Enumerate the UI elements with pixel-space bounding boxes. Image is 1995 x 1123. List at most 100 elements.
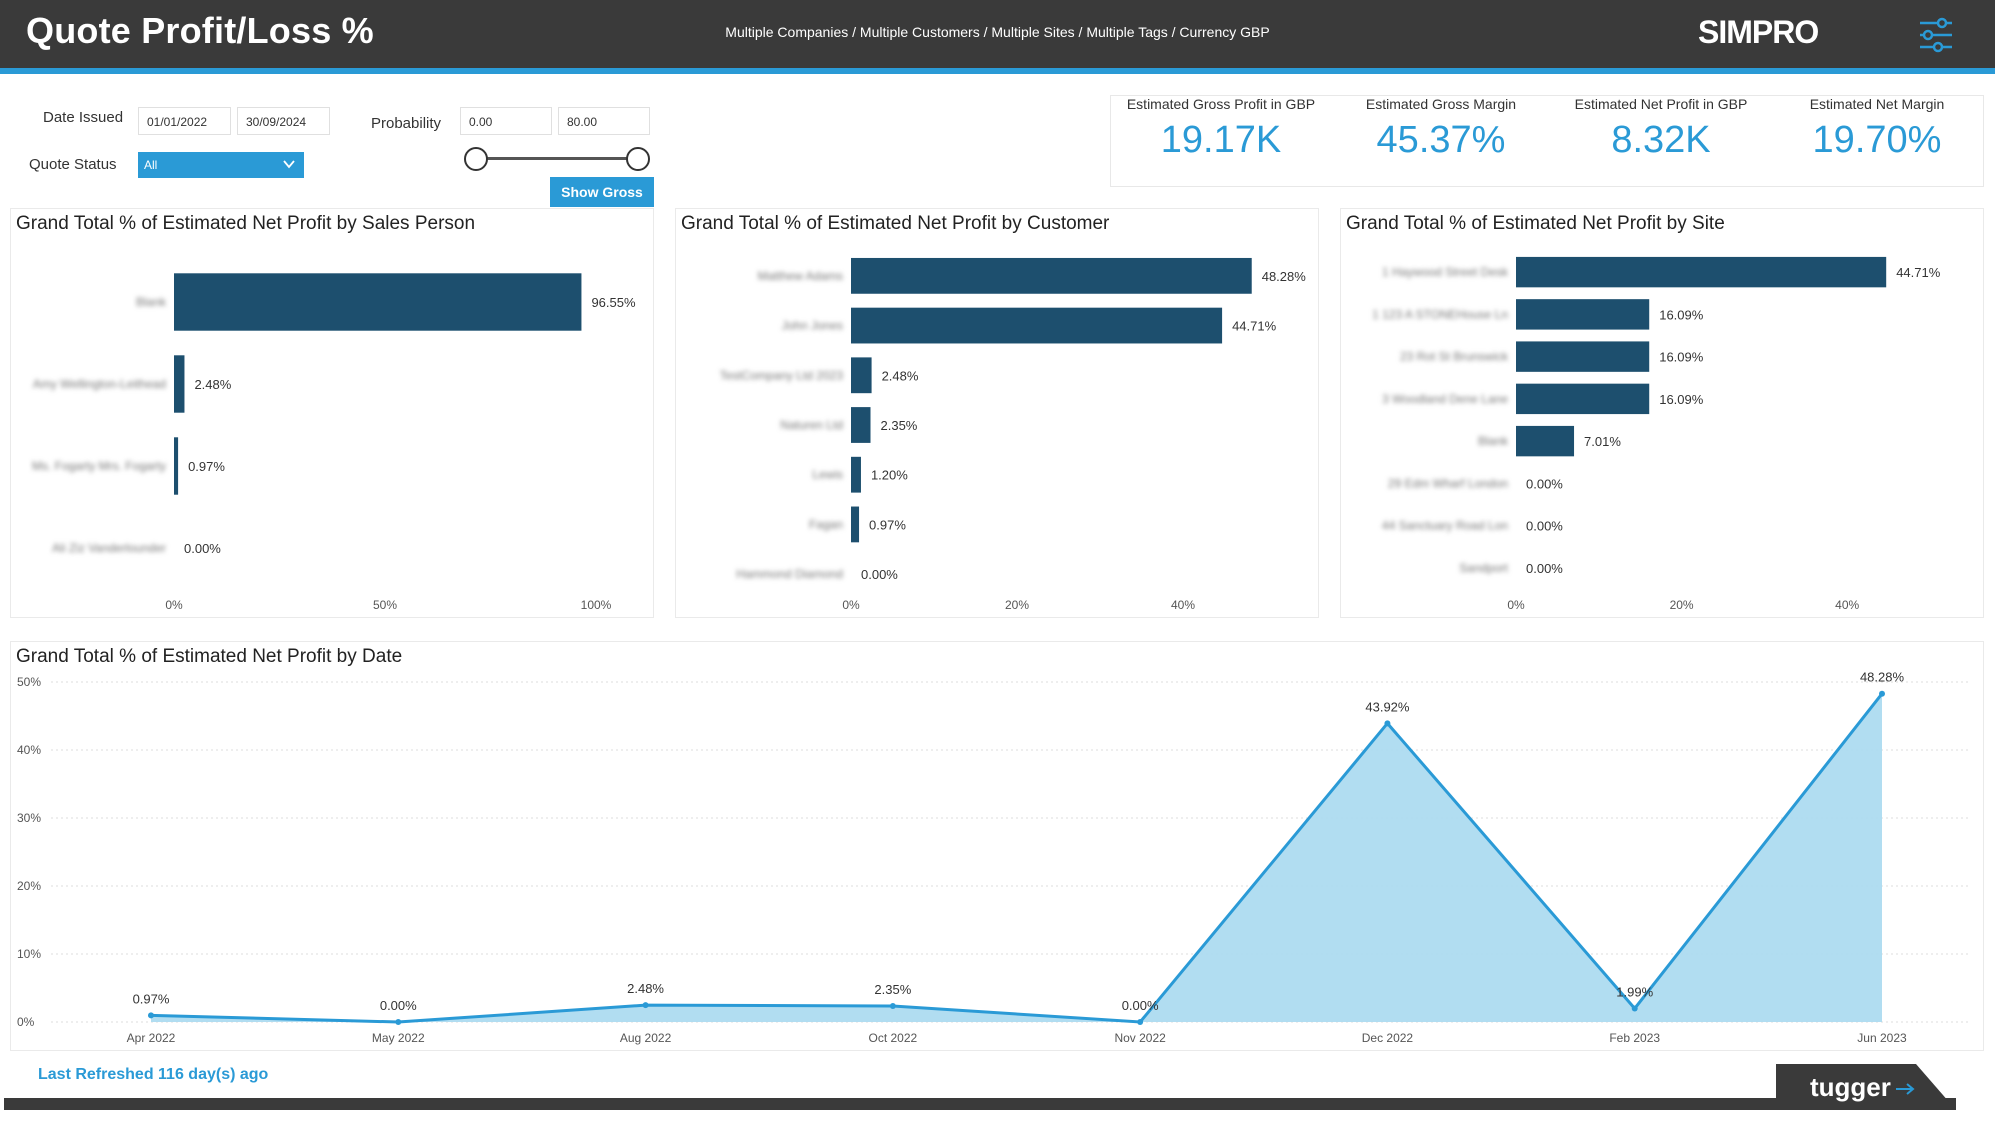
category-label: Matthew Adams (758, 269, 843, 283)
x-tick-label: 100% (581, 598, 612, 612)
quote-status-label: Quote Status (29, 156, 117, 173)
date-from-input[interactable]: 01/01/2022 (138, 107, 231, 135)
data-label: 48.28% (1860, 670, 1905, 685)
chart-net-profit-by-date: Grand Total % of Estimated Net Profit by… (10, 641, 1984, 1051)
probability-slider-track[interactable] (476, 157, 638, 160)
tugger-logo: tugger (1776, 1064, 1956, 1110)
probability-slider-max-handle[interactable] (626, 147, 650, 171)
x-tick-label: 40% (1171, 598, 1195, 612)
show-gross-button[interactable]: Show Gross (550, 177, 654, 207)
data-point[interactable] (642, 1002, 649, 1009)
kpi-label: Estimated Gross Margin (1365, 96, 1517, 112)
kpi-value: 8.32K (1611, 119, 1711, 161)
data-point[interactable] (1384, 720, 1391, 727)
x-tick-label: Nov 2022 (1114, 1031, 1166, 1045)
bar[interactable] (1516, 299, 1650, 330)
data-label: 0.00% (380, 998, 417, 1013)
x-tick-label: 0% (1507, 598, 1525, 612)
simpro-logo: SIMPRO (1698, 14, 1819, 50)
data-label: 0.00% (1526, 561, 1563, 576)
data-label: 7.01% (1584, 434, 1621, 449)
quote-status-dropdown[interactable]: All (138, 152, 304, 178)
data-point[interactable] (1631, 1005, 1638, 1012)
data-point[interactable] (1879, 690, 1885, 697)
data-label: 0.97% (133, 991, 170, 1006)
category-label: Lewis (812, 468, 843, 482)
data-label: 16.09% (1659, 392, 1704, 407)
chart-title: Grand Total % of Estimated Net Profit by… (1346, 213, 1725, 234)
bar[interactable] (851, 357, 872, 394)
category-label: 1 Haywood Street Desk (1382, 265, 1509, 279)
data-point[interactable] (889, 1003, 896, 1010)
y-tick-label: 40% (17, 743, 41, 757)
header-bar: Quote Profit/Loss % Multiple Companies /… (0, 0, 1995, 68)
data-label: 44.71% (1232, 319, 1277, 334)
filter-context-subtitle: Multiple Companies / Multiple Customers … (725, 24, 1270, 40)
y-tick-label: 10% (17, 947, 41, 961)
category-label: 3 Woodland Dene Lane (1382, 392, 1508, 406)
data-point[interactable] (1137, 1019, 1144, 1025)
footer-bar (4, 1098, 1956, 1110)
bar[interactable] (1516, 425, 1575, 457)
data-point[interactable] (395, 1019, 402, 1025)
x-tick-label: May 2022 (372, 1031, 425, 1045)
data-point[interactable] (148, 1012, 154, 1019)
bar-chart-sales-person: Blank 96.55% Amy Wellington-Leithead 2.48% M… (32, 273, 636, 612)
chart-title: Grand Total % of Estimated Net Profit by… (681, 213, 1110, 234)
bar[interactable] (851, 407, 871, 443)
data-label: 2.35% (874, 982, 911, 997)
bar-chart-customer: Matthew Adams 48.28% John Jones 44.71% TestC… (720, 257, 1307, 612)
bar[interactable] (1516, 341, 1650, 372)
category-label: 23 Rot St Brunswick (1400, 350, 1509, 364)
bar[interactable] (851, 307, 1223, 344)
kpi-label: Estimated Net Margin (1809, 96, 1945, 112)
data-label: 2.48% (882, 368, 919, 383)
category-label: Ali Ziz Vanderlounder (52, 541, 166, 555)
bar[interactable] (1516, 256, 1887, 288)
page-title: Quote Profit/Loss % (26, 10, 374, 51)
data-label: 0.97% (188, 459, 225, 474)
x-tick-label: Aug 2022 (620, 1031, 672, 1045)
bar[interactable] (851, 456, 861, 493)
probability-min-input[interactable]: 0.00 (460, 107, 552, 135)
x-tick-label: 40% (1835, 598, 1859, 612)
data-label: 44.71% (1896, 265, 1941, 280)
chart-title: Grand Total % of Estimated Net Profit by… (16, 646, 403, 667)
data-label: 16.09% (1659, 307, 1704, 322)
x-tick-label: Apr 2022 (127, 1031, 176, 1045)
kpi-value: 19.17K (1160, 119, 1282, 161)
sliders-menu-icon[interactable] (1916, 16, 1956, 54)
bar-chart-site: 1 Haywood Street Desk 44.71% 1 123 A STONE… (1372, 256, 1941, 612)
kpi-label: Estimated Gross Profit in GBP (1126, 96, 1316, 112)
probability-max-input[interactable]: 80.00 (558, 107, 650, 135)
bar[interactable] (851, 506, 860, 543)
category-label: 1 123 A STONEHouse Ln (1372, 307, 1508, 321)
category-label: TestCompany Ltd 2023 (720, 368, 844, 382)
category-label: Amy Wellington-Leithead (33, 377, 166, 391)
x-tick-label: 50% (373, 598, 397, 612)
series-line (150, 692, 1884, 1024)
chart-net-profit-by-site: Grand Total % of Estimated Net Profit by… (1340, 208, 1984, 618)
date-to-input[interactable]: 30/09/2024 (237, 107, 330, 135)
bar[interactable] (174, 355, 185, 413)
data-label: 0.00% (184, 541, 221, 556)
data-label: 43.92% (1365, 699, 1410, 714)
chart-net-profit-by-customer: Grand Total % of Estimated Net Profit by… (675, 208, 1319, 618)
bar[interactable] (174, 437, 179, 495)
kpi-estimated-gross-margin: Estimated Gross Margin 45.37% (1341, 96, 1541, 162)
bar[interactable] (851, 257, 1252, 294)
y-tick-label: 50% (17, 675, 41, 689)
category-label: Fagan (809, 517, 843, 531)
category-label: Ms. Fogarty Mrs. Fogarty (32, 459, 166, 473)
category-label: John Jones (782, 319, 843, 333)
bar[interactable] (174, 273, 582, 331)
probability-slider-min-handle[interactable] (464, 147, 488, 171)
y-tick-label: 30% (17, 811, 41, 825)
data-label: 48.28% (1262, 269, 1307, 284)
kpi-estimated-net-margin: Estimated Net Margin 19.70% (1777, 96, 1977, 162)
data-label: 0.00% (1122, 998, 1159, 1013)
quote-status-value: All (144, 158, 158, 172)
bar[interactable] (1516, 383, 1650, 415)
y-tick-label: 20% (17, 879, 41, 893)
y-tick-label: 0% (17, 1015, 35, 1029)
